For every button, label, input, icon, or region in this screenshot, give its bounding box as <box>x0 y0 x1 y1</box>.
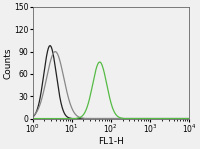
X-axis label: FL1-H: FL1-H <box>98 136 124 146</box>
Y-axis label: Counts: Counts <box>3 47 12 79</box>
